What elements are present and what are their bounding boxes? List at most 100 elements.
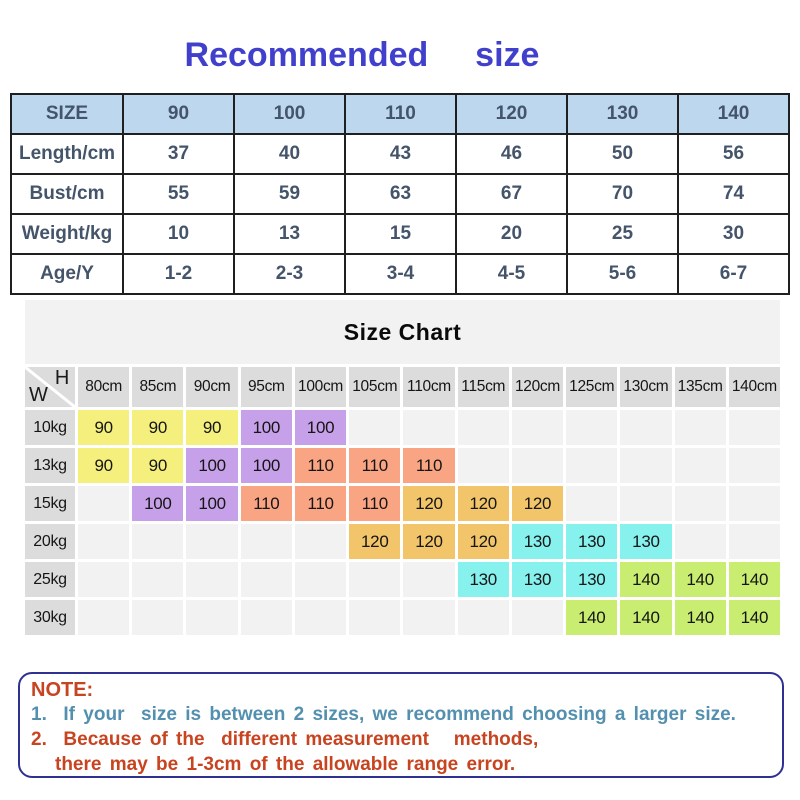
size-header-cell: 100: [233, 93, 346, 135]
chart-empty-cell: [620, 486, 672, 521]
chart-col-header: 90cm: [186, 367, 238, 407]
chart-size-cell: 140: [728, 562, 780, 597]
chart-size-cell: 140: [620, 562, 672, 597]
chart-col-header: 95cm: [240, 367, 292, 407]
chart-empty-cell: [240, 562, 292, 597]
chart-empty-cell: [78, 486, 130, 521]
chart-col-header: 130cm: [620, 367, 672, 407]
chart-empty-cell: [566, 448, 618, 483]
size-row-label: Age/Y: [10, 253, 124, 295]
chart-empty-cell: [186, 524, 238, 559]
corner-height-label: H: [54, 367, 69, 389]
size-table-cell: 10: [122, 213, 235, 255]
size-chart-grid: H W 80cm 85cm 90cm 95cm 100cm 105cm 110cm 115cm…: [25, 367, 780, 635]
size-chart-title-band: Size Chart: [25, 300, 780, 364]
note-heading: NOTE:: [31, 679, 94, 701]
size-table-cell: 20: [455, 213, 568, 255]
chart-empty-cell: [728, 410, 780, 445]
chart-col-header: 135cm: [674, 367, 726, 407]
chart-empty-cell: [566, 486, 618, 521]
size-table-row: Age/Y 1-2 2-3 3-4 4-5 5-6 6-7: [10, 253, 790, 295]
chart-empty-cell: [566, 410, 618, 445]
chart-size-cell: 130: [511, 562, 564, 597]
size-table-header-row: SIZE 90 100 110 120 130 140: [10, 93, 790, 135]
chart-empty-cell: [620, 448, 672, 483]
chart-col-header: 85cm: [132, 367, 184, 407]
chart-empty-cell: [240, 600, 292, 635]
chart-empty-cell: [403, 600, 455, 635]
chart-size-cell: 110: [240, 486, 292, 521]
size-table-cell: 46: [455, 133, 568, 175]
chart-empty-cell: [674, 524, 726, 559]
chart-size-cell: 120: [403, 524, 455, 559]
corner-weight-label: W: [29, 384, 48, 406]
chart-size-cell: 120: [511, 486, 564, 521]
chart-empty-cell: [457, 600, 509, 635]
size-table-row: Bust/cm 55 59 63 67 70 74: [10, 173, 790, 215]
chart-size-cell: 140: [728, 600, 780, 635]
size-chart-title: Size Chart: [343, 318, 462, 345]
size-table-cell: 55: [122, 173, 235, 215]
chart-size-cell: 130: [566, 562, 618, 597]
chart-empty-cell: [728, 448, 780, 483]
size-table-cell: 40: [233, 133, 346, 175]
chart-size-cell: 110: [349, 486, 401, 521]
chart-size-cell: 140: [566, 600, 618, 635]
size-row-label: Weight/kg: [10, 213, 124, 255]
chart-size-cell: 90: [132, 410, 184, 445]
chart-size-cell: 100: [132, 486, 184, 521]
size-table-cell: 13: [233, 213, 346, 255]
size-table-cell: 70: [566, 173, 679, 215]
chart-col-header: 110cm: [403, 367, 455, 407]
chart-empty-cell: [294, 562, 347, 597]
size-table-row: Weight/kg 10 13 15 20 25 30: [10, 213, 790, 255]
chart-col-header: 125cm: [566, 367, 618, 407]
chart-row-label: 20kg: [25, 524, 75, 559]
chart-empty-cell: [457, 448, 509, 483]
chart-empty-cell: [78, 524, 130, 559]
chart-size-cell: 100: [186, 448, 238, 483]
wh-corner-cell: H W: [25, 367, 75, 407]
chart-size-cell: 110: [349, 448, 401, 483]
note-line: there may be 1-3cm of the allowable rang…: [55, 754, 516, 775]
chart-size-cell: 130: [620, 524, 672, 559]
note-lines: 1. If your size is between 2 sizes, we r…: [31, 702, 771, 777]
size-table-cell: 5-6: [566, 253, 679, 295]
size-table-cell: 4-5: [455, 253, 568, 295]
chart-empty-cell: [403, 410, 455, 445]
chart-row-label: 10kg: [25, 410, 75, 445]
chart-col-header: 115cm: [457, 367, 509, 407]
chart-row-label: 13kg: [25, 448, 75, 483]
chart-size-cell: 90: [78, 448, 130, 483]
chart-empty-cell: [294, 600, 347, 635]
note-box: NOTE: 1. If your size is between 2 sizes…: [18, 672, 784, 778]
size-row-label: Bust/cm: [10, 173, 124, 215]
chart-empty-cell: [78, 600, 130, 635]
size-table-body: Length/cm 37 40 43 46 50 56 Bust/cm 55 59 63 67 70 74…: [10, 133, 790, 295]
size-table-cell: 25: [566, 213, 679, 255]
chart-empty-cell: [620, 410, 672, 445]
chart-col-header: 105cm: [349, 367, 401, 407]
chart-empty-cell: [186, 600, 238, 635]
size-table-cell: 59: [233, 173, 346, 215]
chart-empty-cell: [186, 562, 238, 597]
chart-empty-cell: [728, 486, 780, 521]
diagonal-divider-icon: [25, 367, 75, 407]
chart-size-cell: 110: [403, 448, 455, 483]
chart-size-cell: 140: [620, 600, 672, 635]
chart-col-header: 80cm: [78, 367, 130, 407]
chart-col-header: 140cm: [728, 367, 780, 407]
chart-empty-cell: [240, 524, 292, 559]
chart-size-cell: 90: [186, 410, 238, 445]
size-header-cell: 90: [122, 93, 235, 135]
chart-empty-cell: [511, 448, 564, 483]
chart-empty-cell: [78, 562, 130, 597]
chart-col-header: 100cm: [294, 367, 347, 407]
chart-size-cell: 100: [240, 410, 292, 445]
chart-size-cell: 100: [294, 410, 347, 445]
chart-size-cell: 130: [457, 562, 509, 597]
chart-empty-cell: [674, 448, 726, 483]
chart-size-cell: 140: [674, 562, 726, 597]
chart-empty-cell: [403, 562, 455, 597]
size-header-corner: SIZE: [10, 93, 124, 135]
